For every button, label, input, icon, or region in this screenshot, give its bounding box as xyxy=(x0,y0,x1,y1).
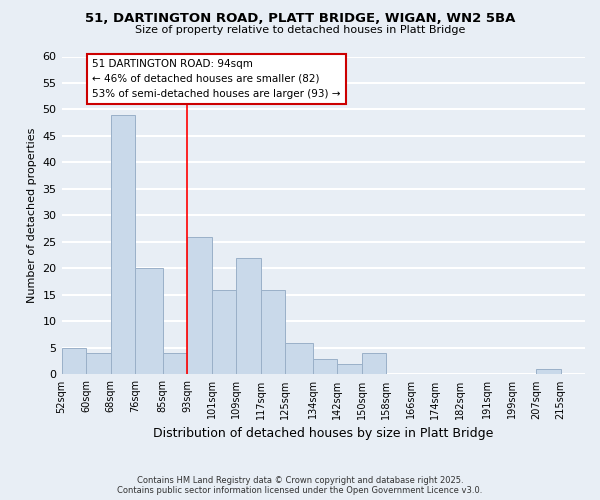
Bar xyxy=(86,353,110,374)
Bar xyxy=(236,258,260,374)
Bar xyxy=(62,348,86,374)
Bar xyxy=(163,353,187,374)
X-axis label: Distribution of detached houses by size in Platt Bridge: Distribution of detached houses by size … xyxy=(153,427,493,440)
Bar xyxy=(337,364,362,374)
Text: Size of property relative to detached houses in Platt Bridge: Size of property relative to detached ho… xyxy=(135,25,465,35)
Bar xyxy=(110,115,135,374)
Bar xyxy=(187,236,212,374)
Bar xyxy=(260,290,285,374)
Bar xyxy=(362,353,386,374)
Bar xyxy=(212,290,236,374)
Text: 51 DARTINGTON ROAD: 94sqm
← 46% of detached houses are smaller (82)
53% of semi-: 51 DARTINGTON ROAD: 94sqm ← 46% of detac… xyxy=(92,59,341,98)
Bar xyxy=(135,268,163,374)
Bar xyxy=(536,369,560,374)
Text: 51, DARTINGTON ROAD, PLATT BRIDGE, WIGAN, WN2 5BA: 51, DARTINGTON ROAD, PLATT BRIDGE, WIGAN… xyxy=(85,12,515,26)
Bar xyxy=(313,358,337,374)
Bar xyxy=(285,342,313,374)
Y-axis label: Number of detached properties: Number of detached properties xyxy=(27,128,37,303)
Text: Contains HM Land Registry data © Crown copyright and database right 2025.
Contai: Contains HM Land Registry data © Crown c… xyxy=(118,476,482,495)
